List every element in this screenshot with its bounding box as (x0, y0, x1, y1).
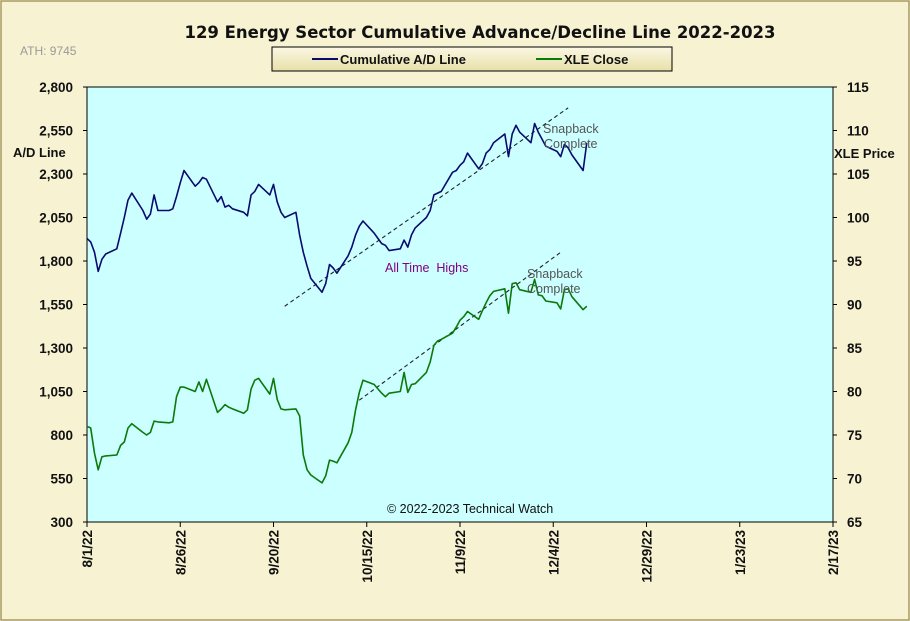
right-axis-ticks: 115 110 105 100 95 90 85 80 75 70 65 (833, 80, 870, 530)
right-tick-label: 85 (847, 341, 863, 356)
chart-title: 129 Energy Sector Cumulative Advance/Dec… (184, 23, 775, 42)
left-tick-label: 800 (50, 428, 73, 443)
annotation-snapback-xle: Snapback Complete (527, 267, 583, 296)
left-axis-title: A/D Line (13, 145, 66, 160)
ath-label: ATH: 9745 (20, 44, 77, 58)
left-tick-label: 300 (50, 515, 73, 530)
annotation-snapback-xle-line1: Snapback (527, 267, 583, 281)
left-tick-label: 1,550 (39, 298, 73, 313)
series-line-xle (86, 278, 588, 484)
right-axis-title: XLE Price (834, 146, 895, 161)
annotation-snapback-ad: Snapback Complete (543, 122, 599, 151)
legend: Cumulative A/D Line XLE Close (271, 46, 673, 72)
trendline-ad (284, 107, 569, 307)
right-tick-label: 115 (847, 80, 869, 95)
right-tick-label: 65 (847, 515, 863, 530)
x-tick-label: 8/1/22 (80, 530, 95, 568)
right-tick-label: 75 (847, 428, 863, 443)
x-tick-label: 12/4/22 (546, 530, 561, 575)
right-tick-label: 70 (847, 472, 862, 487)
annotation-all-time-highs: All Time Highs (385, 261, 468, 275)
right-tick-label: 110 (847, 124, 869, 139)
left-tick-label: 2,800 (39, 80, 73, 95)
trendlines (284, 107, 569, 401)
series-lines (86, 122, 588, 484)
left-tick-label: 1,800 (39, 254, 73, 269)
right-tick-label: 105 (847, 167, 870, 182)
annotation-snapback-ad-line1: Snapback (543, 122, 599, 136)
x-tick-label: 12/29/22 (640, 530, 655, 583)
series-line-ad (86, 122, 588, 294)
x-axis-ticks: 8/1/22 8/26/22 9/20/22 10/15/22 11/9/22 12/4/… (80, 522, 841, 583)
copyright-text: © 2022-2023 Technical Watch (387, 502, 553, 516)
legend-box (271, 46, 673, 72)
legend-label-xle: XLE Close (564, 52, 628, 67)
right-tick-label: 95 (847, 254, 863, 269)
legend-label-ad: Cumulative A/D Line (340, 52, 466, 67)
left-tick-label: 1,050 (39, 385, 73, 400)
left-axis-ticks: 2,800 2,550 2,300 2,050 1,800 1,550 1,300 1,050… (39, 80, 87, 530)
x-tick-label: 10/15/22 (360, 530, 375, 583)
left-tick-label: 2,300 (39, 167, 73, 182)
right-tick-label: 90 (847, 298, 862, 313)
right-tick-label: 100 (847, 211, 870, 226)
x-tick-label: 2/17/23 (826, 530, 841, 576)
x-tick-label: 8/26/22 (173, 530, 188, 575)
annotation-snapback-ad-line2: Complete (544, 137, 598, 151)
x-tick-label: 11/9/22 (453, 530, 468, 574)
x-tick-label: 1/23/23 (733, 530, 748, 576)
left-tick-label: 1,300 (39, 341, 73, 356)
left-tick-label: 2,550 (39, 124, 73, 139)
x-tick-label: 9/20/22 (267, 530, 282, 575)
left-tick-label: 2,050 (39, 211, 73, 226)
right-tick-label: 80 (847, 385, 862, 400)
annotation-snapback-xle-line2: Complete (527, 282, 581, 296)
left-tick-label: 550 (50, 472, 73, 487)
plot-area (86, 86, 834, 523)
